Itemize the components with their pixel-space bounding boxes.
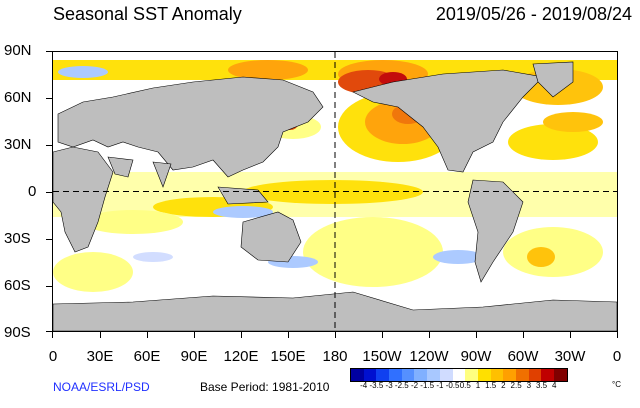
x-tick [147, 332, 148, 338]
x-tick-label-120e: 120E [223, 348, 259, 365]
colorbar-swatch [452, 369, 466, 381]
x-tick [52, 332, 53, 338]
colorbar-swatch [427, 369, 440, 381]
y-tick [46, 192, 52, 193]
land-masses [53, 61, 617, 331]
colorbar-swatch [363, 369, 377, 381]
colorbar-swatch [503, 369, 516, 381]
x-tick-label-90e: 90E [180, 348, 208, 365]
colorbar-tick-label: -2.5 [394, 381, 409, 390]
colorbar-tick-label: 0.5 [459, 381, 471, 390]
y-tick [46, 331, 52, 332]
colorbar-swatch [541, 369, 554, 381]
x-tick-label-60w: 60W [507, 348, 539, 365]
y-tick-label-90n: 90N [4, 42, 32, 59]
colorbar-swatch [389, 369, 402, 381]
colorbar-tick-label: -3 [385, 381, 393, 390]
y-tick-label-90s: 90S [4, 324, 31, 341]
x-tick-label-180: 180 [322, 348, 348, 365]
x-tick [241, 332, 242, 338]
colorbar-swatch [477, 369, 491, 381]
x-tick [523, 332, 524, 338]
x-tick [476, 332, 477, 338]
colorbar-tick-label: 2 [501, 381, 506, 390]
colorbar-tick-label: 2.5 [510, 381, 522, 390]
colorbar-swatch [414, 369, 428, 381]
colorbar-swatch [465, 369, 478, 381]
y-tick-label-60n: 60N [4, 89, 32, 106]
y-tick [46, 51, 52, 52]
colorbar-tick-label: -1.5 [420, 381, 435, 390]
x-tick-label-60e: 60E [133, 348, 161, 365]
colorbar-swatch [351, 369, 364, 381]
colorbar-tick-label: -1 [436, 381, 444, 390]
y-tick [46, 239, 52, 240]
x-tick-label-120w: 120W [409, 348, 449, 365]
x-tick-label-30e: 30E [86, 348, 114, 365]
y-tick-label-60s: 60S [4, 277, 31, 294]
colorbar-tick-label: 4 [551, 381, 557, 390]
colorbar [350, 368, 568, 382]
base-period-label: Base Period: 1981-2010 [200, 380, 330, 394]
colorbar-tick-label: 3.5 [535, 381, 548, 390]
colorbar-swatch [515, 369, 529, 381]
colorbar-swatch [401, 369, 415, 381]
x-tick [617, 332, 618, 338]
x-tick-label-30w: 30W [554, 348, 586, 365]
x-tick [288, 332, 289, 338]
x-tick [194, 332, 195, 338]
colorbar-tick-label: -0.5 [445, 381, 460, 390]
colorbar-tick-label: 1.5 [485, 381, 497, 390]
colorbar-tick-label: 1 [475, 381, 481, 390]
y-tick [46, 286, 52, 287]
colorbar-swatch [376, 369, 390, 381]
colorbar-tick-label: -4 [360, 381, 368, 390]
sst-anomaly-map [52, 51, 618, 332]
x-tick [335, 332, 336, 338]
colorbar-tick-label: -2 [410, 381, 419, 390]
date-range: 2019/05/26 - 2019/08/24 [435, 4, 632, 24]
x-tick-label-150e: 150E [270, 348, 306, 365]
x-tick [100, 332, 101, 338]
y-tick-label-30n: 30N [4, 136, 32, 153]
x-tick [382, 332, 383, 338]
colorbar-swatch [439, 369, 453, 381]
x-tick-label-0-end: 0 [612, 348, 622, 365]
colorbar-unit: °C [612, 380, 621, 389]
colorbar-swatch [490, 369, 504, 381]
colorbar-tick-label: -3.5 [369, 381, 384, 390]
colorbar-swatch [554, 369, 567, 381]
map-title: Seasonal SST Anomaly [53, 4, 242, 24]
y-tick-label-30s: 30S [4, 230, 31, 247]
y-tick [46, 98, 52, 99]
y-tick [46, 145, 52, 146]
colorbar-tick-label: 3 [526, 381, 532, 390]
colorbar-swatch [528, 369, 542, 381]
source-label: NOAA/ESRL/PSD [53, 380, 150, 394]
x-tick-label-90w: 90W [460, 348, 492, 365]
x-tick-label-0: 0 [48, 348, 58, 365]
x-tick [570, 332, 571, 338]
y-tick-label-0: 0 [28, 183, 37, 200]
x-tick [429, 332, 430, 338]
x-tick-label-150w: 150W [362, 348, 402, 365]
